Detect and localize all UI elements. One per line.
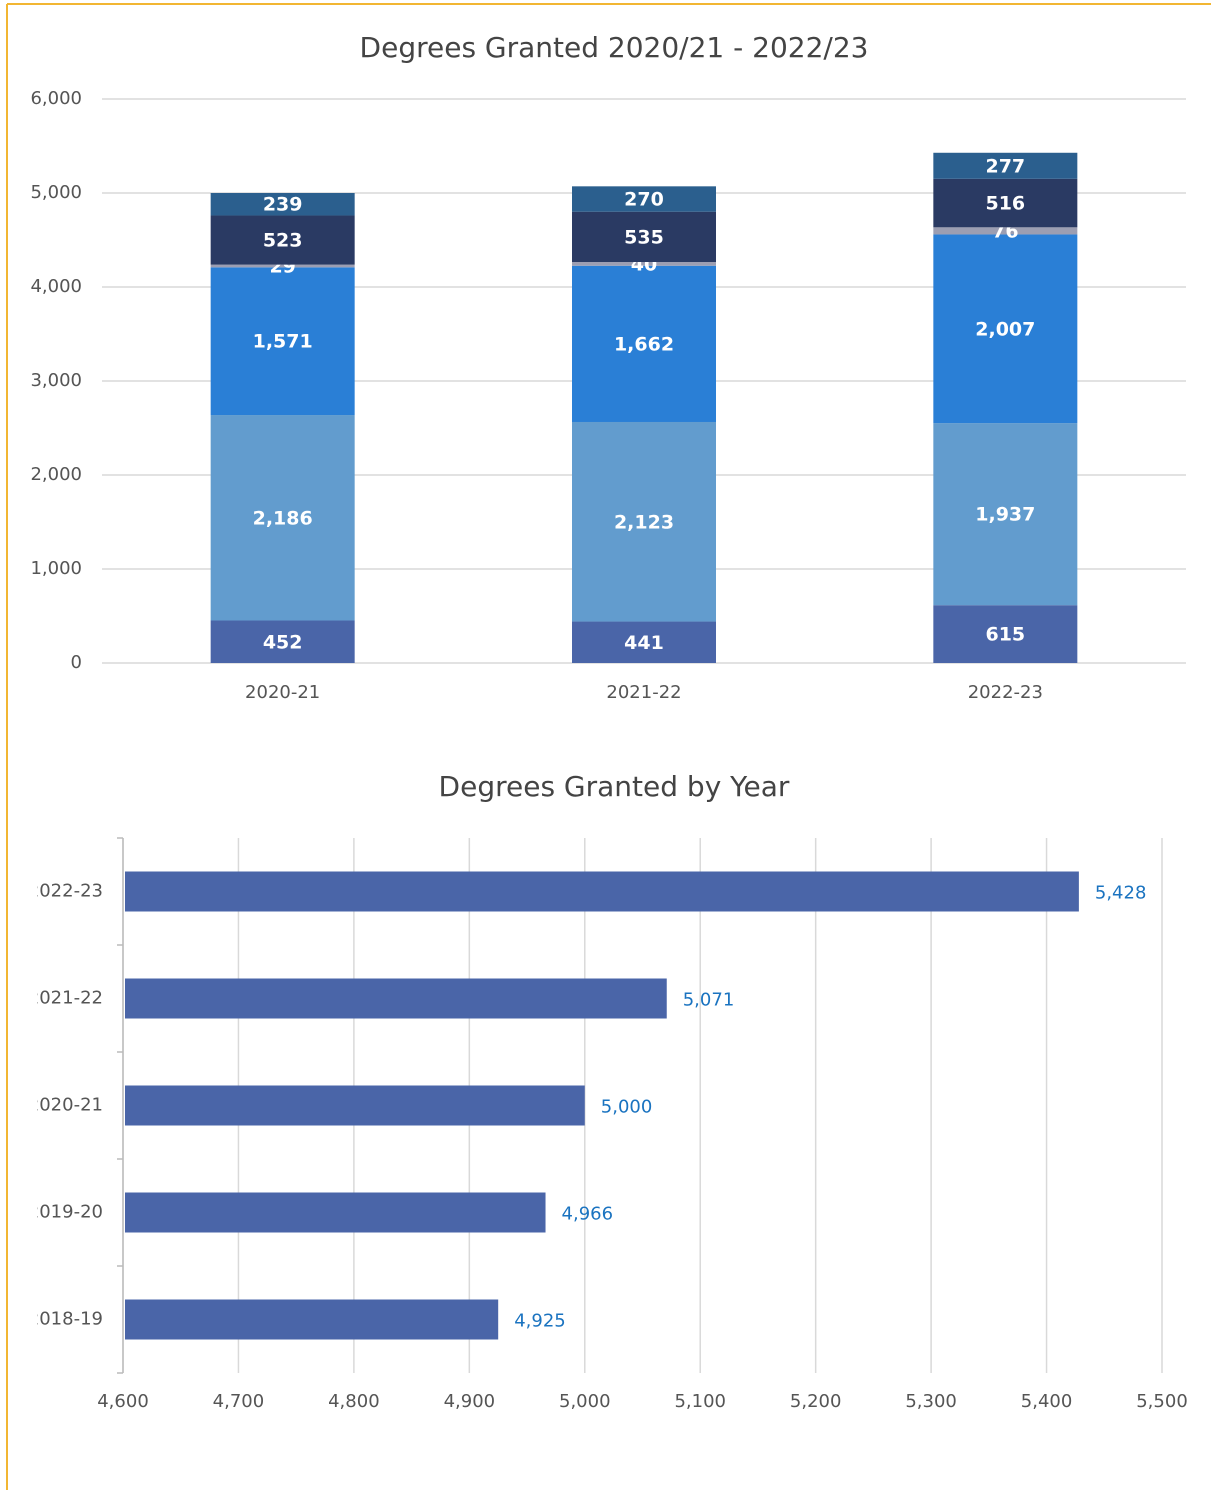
bar-segment <box>572 261 716 266</box>
bar-segment <box>933 152 1078 179</box>
data-label: 1,571 <box>253 331 313 353</box>
data-label: 4,966 <box>562 1204 614 1225</box>
y-tick-label: 2019-20 <box>28 1202 103 1223</box>
data-label: 5,000 <box>601 1097 653 1118</box>
bar-segment <box>210 193 355 216</box>
x-tick-label: 5,000 <box>559 1391 611 1412</box>
y-tick-label: 2022-23 <box>28 881 103 902</box>
data-label: 535 <box>624 226 664 248</box>
y-tick-label: 2018-19 <box>28 1309 103 1330</box>
y-tick-label: 2020-21 <box>28 1095 103 1116</box>
x-tick-label: 4,700 <box>213 1391 265 1412</box>
data-label: 5,071 <box>683 990 735 1011</box>
chart-title: Degrees Granted by Year <box>439 770 790 803</box>
bar-segment <box>572 621 716 663</box>
bar-segment <box>572 186 716 212</box>
data-label: 452 <box>263 631 303 653</box>
x-tick-label: 5,100 <box>674 1391 726 1412</box>
x-tick-label: 2020-21 <box>245 682 320 703</box>
x-tick-label: 5,300 <box>905 1391 957 1412</box>
bar-segment <box>572 211 716 262</box>
bar-segment <box>572 421 716 622</box>
bar-segment <box>933 227 1078 235</box>
bar-segment <box>210 620 355 663</box>
bar-segment <box>933 605 1078 663</box>
y-tick-label: 4,000 <box>30 276 82 297</box>
data-label: 441 <box>624 632 664 654</box>
x-tick-label: 4,800 <box>328 1391 380 1412</box>
chart-title: Degrees Granted 2020/21 - 2022/23 <box>360 31 869 64</box>
data-label: 4,925 <box>514 1311 566 1332</box>
bar-segment <box>210 264 355 268</box>
bar-segment <box>933 423 1078 606</box>
data-label: 615 <box>985 624 1025 646</box>
data-label: 2,123 <box>614 511 674 533</box>
data-label: 5,428 <box>1095 883 1147 904</box>
data-label: 270 <box>624 189 664 211</box>
bar-segment <box>210 267 355 416</box>
bar <box>125 1192 546 1233</box>
y-tick-label: 0 <box>71 652 82 673</box>
y-tick-label: 3,000 <box>30 370 82 391</box>
data-label: 2,186 <box>253 507 313 529</box>
bar-segment <box>933 178 1078 228</box>
bar-segment <box>933 234 1078 424</box>
x-tick-label: 4,900 <box>444 1391 496 1412</box>
y-tick-label: 2,000 <box>30 464 82 485</box>
x-tick-label: 5,200 <box>790 1391 842 1412</box>
x-tick-label: 2021-22 <box>606 682 681 703</box>
data-label: 239 <box>263 194 303 216</box>
bar-segment <box>572 265 716 422</box>
data-label: 1,937 <box>975 504 1035 526</box>
data-label: 2,007 <box>975 318 1035 340</box>
y-tick-label: 2021-22 <box>28 988 103 1009</box>
data-label: 1,662 <box>614 333 674 355</box>
x-tick-label: 2022-23 <box>968 682 1043 703</box>
y-tick-label: 6,000 <box>30 88 82 109</box>
y-tick-label: 5,000 <box>30 182 82 203</box>
bar <box>125 1085 585 1126</box>
bar <box>125 978 667 1019</box>
bar <box>125 871 1079 912</box>
y-tick-label: 1,000 <box>30 558 82 579</box>
bar-segment <box>210 215 355 265</box>
bar <box>125 1299 499 1340</box>
data-label: 523 <box>263 230 303 252</box>
x-tick-label: 4,600 <box>97 1391 149 1412</box>
x-tick-label: 5,400 <box>1021 1391 1073 1412</box>
data-label: 516 <box>985 193 1025 215</box>
data-label: 277 <box>985 155 1025 177</box>
bar-segment <box>210 415 355 621</box>
x-tick-label: 5,500 <box>1136 1391 1188 1412</box>
